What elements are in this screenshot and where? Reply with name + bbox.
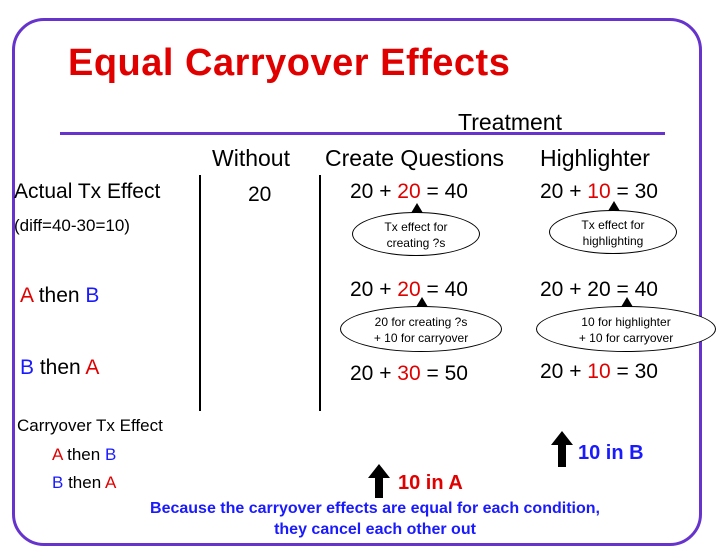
header-highlighter: Highlighter [540,145,650,171]
callout-highlighter-carryover: 10 for highlighter + 10 for carryover [536,297,716,352]
row-label-actual: Actual Tx Effect [14,180,161,203]
slide-title: Equal Carryover Effects [68,42,511,84]
ab-hl-equation: 20 + 20 = 40 [540,278,658,301]
callout-creating-carryover: 20 for creating ?s + 10 for carryover [340,297,502,352]
header-rule [60,132,665,135]
carryover-row-a-then-b: A then B [52,445,117,464]
header-create-questions: Create Questions [325,145,504,171]
actual-cq-equation: 20 + 20 = 40 [350,180,468,203]
callout-tx-highlighting: Tx effect for highlighting [549,201,677,254]
arrow-up-icon [368,464,390,498]
carryover-row-b-then-a: B then A [52,473,117,492]
row-label-diff: (diff=40-30=10) [14,216,130,235]
ba-hl-equation: 20 + 10 = 30 [540,360,658,383]
ab-cq-equation: 20 + 20 = 40 [350,278,468,301]
actual-hl-equation: 20 + 10 = 30 [540,180,658,203]
header-without: Without [212,145,290,171]
callout-tx-creating: Tx effect for creating ?s [352,203,480,256]
carryover-note-b: 10 in B [578,442,644,464]
column-divider-right [319,175,321,411]
ba-cq-equation: 20 + 30 = 50 [350,362,468,385]
row-label-b-then-a: B then A [20,356,100,379]
footer-line-2: they cancel each other out [274,521,476,538]
carryover-note-a: 10 in A [398,472,463,494]
footer-line-1: Because the carryover effects are equal … [150,500,600,517]
column-divider-left [199,175,201,411]
row-label-a-then-b: A then B [20,284,100,307]
header-treatment: Treatment [458,109,562,135]
without-value: 20 [248,183,272,206]
carryover-heading: Carryover Tx Effect [17,416,163,435]
arrow-up-icon [551,431,573,467]
